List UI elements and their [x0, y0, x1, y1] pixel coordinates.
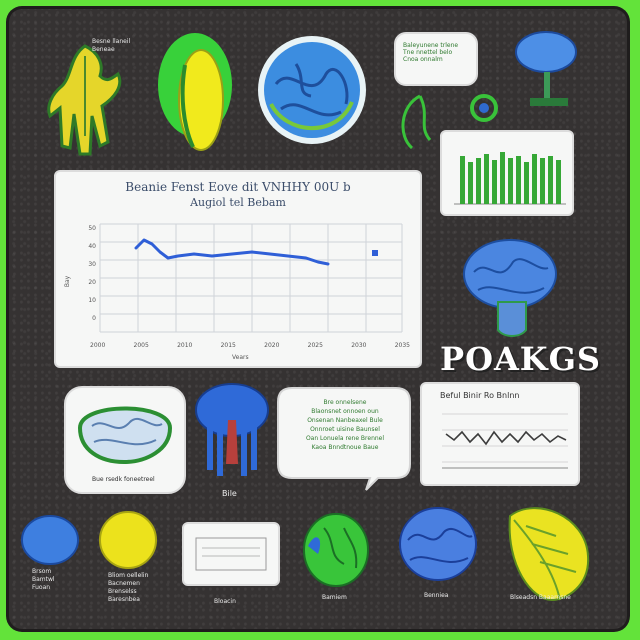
corn-illustration	[155, 25, 235, 155]
bubble-line: Bre onnelsene	[323, 399, 367, 406]
blue-blob-illustration	[18, 512, 82, 570]
note-card: Baleyunene trlene Tne nnettel belo Cnoa …	[394, 32, 478, 86]
x-tick: 2035	[394, 342, 410, 349]
x-tick: 2005	[133, 342, 149, 349]
series-point	[372, 250, 378, 256]
caption-line: Bamtwl	[32, 576, 55, 583]
headline-text: POAKGS	[440, 340, 602, 378]
y-tick: 20	[88, 279, 96, 286]
bubble-line: Kaoa Bnndtnoue Baue	[311, 444, 379, 451]
y-tick: 40	[88, 243, 96, 250]
speech-bubble-text: Bre onnelsene Blaonsnet onnoen oun Onsen…	[286, 398, 404, 452]
brain-card: Bue rsedk foneetreel	[64, 386, 186, 494]
anatomy-illustration	[190, 380, 274, 490]
speech-bubble: Bre onnelsene Blaonsnet onnoen oun Onsen…	[274, 384, 414, 492]
note-line: Baleyunene trlene	[403, 42, 459, 49]
x-tick: 2015	[220, 342, 236, 349]
caption-line: Bliom oellelin	[108, 572, 149, 579]
bubble-line: Onsenan Nanbeaxel Bule	[307, 417, 383, 424]
caption-line: Bacnemen	[108, 580, 140, 587]
small-series-line	[445, 430, 567, 446]
leaf-caption: Blseadsn Baaarnsne	[510, 594, 571, 601]
caption-line: Fuoan	[32, 584, 51, 591]
brain-circle-illustration	[256, 34, 368, 146]
small-chart-title: Beful Binir Ro Bnlnn	[440, 391, 520, 400]
anatomy-blob-illustration	[508, 28, 580, 112]
x-tick: 2000	[90, 342, 106, 349]
anatomy-caption: Bile	[222, 489, 237, 498]
bar-chart-card	[440, 130, 574, 216]
caption-line: Brenselss	[108, 588, 137, 595]
y-tick: 50	[88, 225, 96, 232]
x-axis-label: Vears	[232, 354, 249, 361]
green-brain-illustration	[298, 508, 378, 592]
bubble-line: Onnroet uisine Baunsel	[310, 426, 380, 433]
small-card-caption: Bloacin	[214, 598, 236, 605]
x-tick-labels: 2000 2005 2010 2015 2020 2025 2030 2035	[90, 342, 410, 349]
y-axis-label: Bay	[64, 275, 72, 288]
chart-subtitle: Augiol tel Bebam	[190, 196, 286, 209]
brain-card-caption: Bue rsedk foneetreel	[92, 476, 155, 483]
yellow-blob-caption: Bliom oellelin Bacnemen Brenselss Baresn…	[108, 572, 164, 604]
main-line-chart: Beanie Fenst Eove dit VNHHY 00U b Augiol…	[54, 170, 422, 368]
y-tick: 10	[88, 297, 96, 304]
x-tick: 2020	[264, 342, 280, 349]
leaf-illustration	[496, 496, 596, 606]
small-line-chart-card: Beful Binir Ro Bnlnn	[420, 382, 580, 486]
bubble-line: Oan Lonuela rene Brennel	[305, 435, 385, 442]
note-line: Tne nnettel belo	[403, 49, 453, 56]
y-tick: 30	[88, 261, 96, 268]
x-tick: 2010	[177, 342, 193, 349]
bubble-line: Blaonsnet onnoen oun	[311, 408, 379, 415]
small-diagram-card	[182, 522, 280, 586]
caption-line: Baresnbea	[108, 596, 140, 603]
blue-brain-caption: Benniea	[424, 592, 449, 599]
plant-caption: Besne llaneil Beneae	[92, 38, 131, 53]
caption-line: Brsom	[32, 568, 52, 575]
yellow-blob-illustration	[96, 508, 160, 572]
blue-brain-illustration	[396, 504, 480, 588]
chart-title: Beanie Fenst Eove dit VNHHY 00U b	[125, 180, 351, 194]
note-line: Cnoa onnalm	[403, 56, 443, 63]
blue-blob-caption: Brsom Bamtwl Fuoan	[32, 568, 72, 592]
plant-illustration	[40, 36, 130, 156]
brain-illustration	[458, 232, 568, 342]
x-tick: 2025	[307, 342, 323, 349]
y-tick-labels: 50 40 30 20 10 0	[78, 220, 96, 328]
green-brain-caption: Bamiem	[322, 594, 347, 601]
series-line	[134, 238, 330, 266]
y-tick: 0	[92, 315, 96, 322]
x-tick: 2030	[351, 342, 367, 349]
vine-illustration	[390, 86, 510, 156]
